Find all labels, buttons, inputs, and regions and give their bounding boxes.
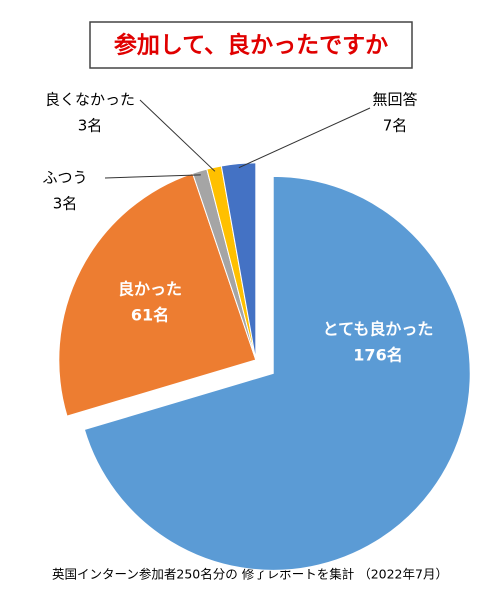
pie-slice — [83, 175, 471, 571]
pie-slice — [220, 162, 257, 361]
value-label: 7名 — [383, 117, 408, 135]
category-label: ふつう — [42, 169, 87, 187]
footnote: 英国インターン参加者250名分の 修了レポートを集計 （2022年7月） — [52, 567, 448, 582]
value-label: 3名 — [53, 195, 78, 213]
category-label: 良くなかった — [45, 91, 135, 109]
value-label: 61名 — [131, 306, 169, 325]
leader-line — [104, 174, 201, 179]
value-label: 176名 — [353, 346, 402, 365]
leader-line — [238, 107, 371, 169]
chart-title: 参加して、良かったですか — [114, 32, 388, 59]
category-label: 無回答 — [372, 91, 417, 109]
pie-slice — [58, 172, 257, 417]
title-box — [89, 21, 413, 69]
category-label: とても良かった — [323, 320, 434, 339]
category-label: 良かった — [118, 280, 182, 299]
leader-line — [139, 99, 216, 172]
value-label: 3名 — [78, 117, 103, 135]
